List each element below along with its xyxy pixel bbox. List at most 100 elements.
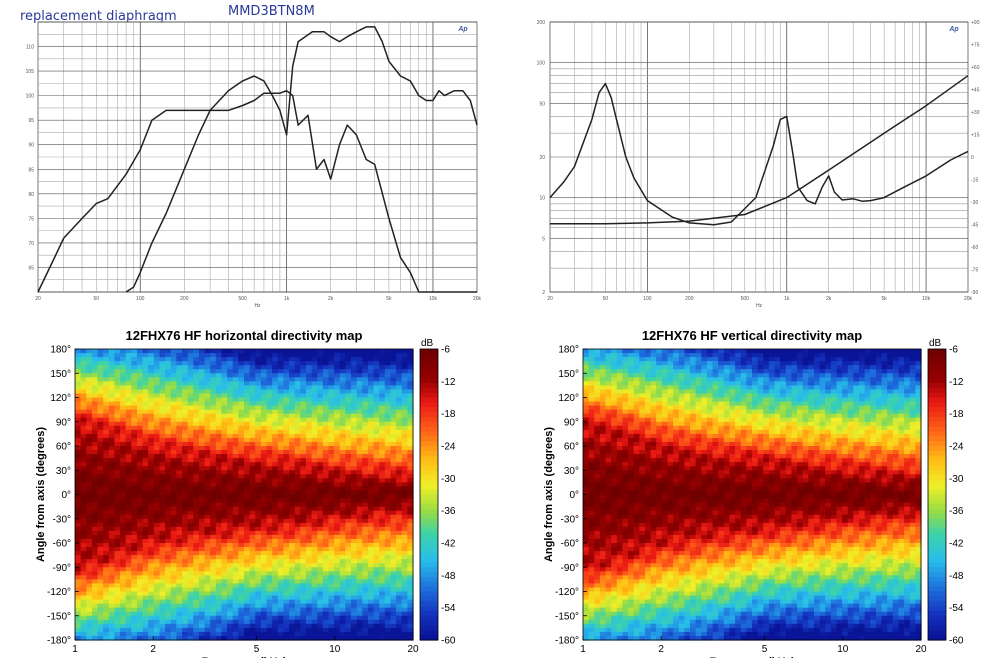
heatmap-cell (108, 450, 116, 455)
heatmap-cell (289, 559, 296, 564)
heatmap-cell (165, 466, 172, 471)
heatmap-cell (322, 587, 330, 593)
heatmap-cell (588, 567, 595, 572)
heatmap-cell (384, 551, 392, 556)
heatmap-cell (367, 450, 375, 455)
heatmap-cell (153, 619, 161, 625)
heatmap-cell (80, 474, 87, 479)
heatmap-cell (289, 547, 296, 552)
heatmap-cell (305, 510, 313, 516)
heatmap-cell (599, 599, 607, 605)
heatmap-cell (272, 478, 279, 483)
heatmap-cell (345, 373, 352, 378)
heatmap-cell (351, 498, 358, 504)
heatmap-cell (311, 458, 318, 463)
heatmap-cell (232, 603, 239, 609)
heatmap-cell (165, 462, 172, 467)
heatmap-cell (396, 567, 403, 572)
heatmap-cell (148, 429, 155, 435)
heatmap-cell (142, 409, 149, 415)
heatmap-cell (80, 385, 87, 391)
heatmap-cell (289, 551, 296, 556)
heatmap-cell (176, 437, 183, 443)
heatmap-cell (131, 635, 138, 641)
heatmap-cell (232, 538, 239, 544)
heatmap-cell (594, 357, 601, 362)
heatmap-cell (390, 563, 397, 568)
heatmap-cell (345, 486, 352, 492)
colorbar-cell (420, 504, 438, 510)
heatmap-cell (198, 409, 206, 415)
heatmap-cell (80, 466, 87, 471)
heatmap-cell (334, 494, 341, 500)
heatmap-cell (86, 373, 93, 378)
heatmap-cell (75, 437, 82, 443)
heatmap-cell (345, 514, 352, 520)
heatmap-cell (249, 470, 256, 475)
heatmap-cell (221, 433, 228, 439)
heatmap-cell (108, 563, 116, 568)
heatmap-cell (401, 486, 408, 492)
heatmap-cell (238, 518, 245, 524)
heatmap-cell (75, 397, 82, 403)
heatmap-cell (356, 563, 363, 568)
heatmap-cell (227, 454, 234, 459)
heatmap-cell (260, 530, 268, 536)
heatmap-cell (283, 393, 290, 399)
heatmap-cell (583, 538, 590, 544)
heatmap-cell (148, 458, 155, 463)
heatmap-cell (311, 373, 318, 378)
heatmap-cell (605, 526, 612, 532)
heatmap-cell (204, 623, 211, 629)
heatmap-cell (594, 421, 601, 427)
heatmap-cell (599, 454, 607, 459)
heatmap-cell (583, 433, 590, 439)
heatmap-cell (283, 526, 290, 532)
heatmap-cell (131, 591, 138, 597)
heatmap-cell (182, 551, 189, 556)
heatmap-cell (311, 393, 318, 399)
heatmap-cell (583, 635, 590, 641)
heatmap-cell (131, 599, 138, 605)
heatmap-cell (187, 518, 194, 524)
heatmap-cell (125, 506, 132, 512)
heatmap-cell (108, 393, 116, 399)
heatmap-cell (153, 454, 161, 459)
heatmap-cell (260, 498, 268, 504)
heatmap-cell (407, 490, 414, 496)
heatmap-cell (373, 538, 380, 544)
heatmap-cell (103, 357, 110, 362)
heatmap-cell (193, 486, 200, 492)
heatmap-cell (86, 429, 93, 435)
heatmap-cell (583, 518, 590, 524)
heatmap-cell (148, 514, 155, 520)
heatmap-cell (136, 389, 144, 395)
heatmap-cell (322, 514, 330, 520)
heatmap-cell (356, 429, 363, 435)
heatmap-cell (345, 498, 352, 504)
heatmap-cell (272, 559, 279, 564)
heatmap-cell (339, 623, 346, 629)
heatmap-cell (328, 510, 335, 516)
heatmap-cell (401, 353, 408, 358)
heatmap-cell (334, 466, 341, 471)
heatmap-cell (599, 518, 607, 524)
heatmap-cell (86, 498, 93, 504)
heatmap-cell (379, 599, 386, 605)
heatmap-cell (334, 522, 341, 528)
heatmap-cell (384, 401, 392, 407)
heatmap-cell (120, 494, 127, 500)
heatmap-cell (379, 466, 386, 471)
note-left: replacement diaphragm (20, 9, 177, 24)
heatmap-cell (260, 405, 268, 411)
heatmap-cell (170, 510, 177, 516)
heatmap-cell (373, 583, 380, 589)
heatmap-cell (75, 615, 82, 621)
heatmap-cell (86, 409, 93, 415)
heatmap-cell (311, 538, 318, 544)
heatmap-cell (317, 603, 324, 609)
series-line-2 (550, 75, 969, 225)
colorbar-cell (420, 455, 438, 462)
heatmap-cell (86, 506, 93, 512)
heatmap-cell (594, 373, 601, 378)
